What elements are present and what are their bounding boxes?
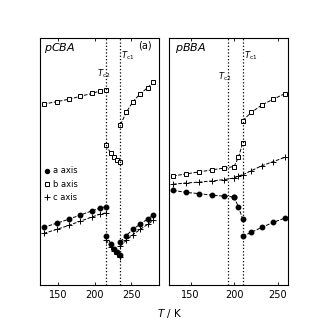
Text: $T_{\rm c2}$: $T_{\rm c2}$ <box>218 71 231 84</box>
Text: (a): (a) <box>138 41 151 51</box>
Text: $T_{\rm c1}$: $T_{\rm c1}$ <box>244 49 257 62</box>
Text: $T$ / K: $T$ / K <box>157 307 182 320</box>
Text: $p$BBA: $p$BBA <box>175 41 206 55</box>
Text: $T_{\rm c2}$: $T_{\rm c2}$ <box>97 67 110 80</box>
Legend: a axis, b axis, c axis: a axis, b axis, c axis <box>45 166 78 202</box>
Text: $T_{\rm c1}$: $T_{\rm c1}$ <box>121 49 135 62</box>
Text: $p$CBA: $p$CBA <box>44 41 75 55</box>
